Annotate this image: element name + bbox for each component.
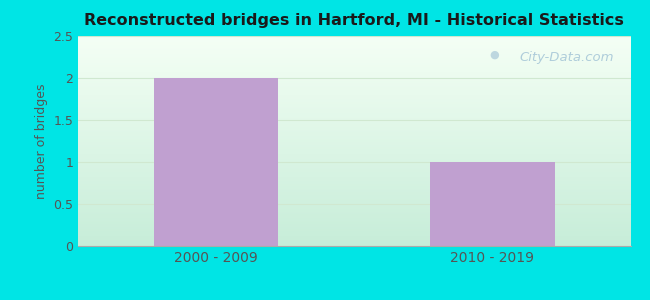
Text: City-Data.com: City-Data.com — [519, 51, 614, 64]
Y-axis label: number of bridges: number of bridges — [34, 83, 47, 199]
Bar — [154, 78, 278, 246]
Title: Reconstructed bridges in Hartford, MI - Historical Statistics: Reconstructed bridges in Hartford, MI - … — [84, 13, 624, 28]
Text: ●: ● — [489, 50, 499, 60]
Bar — [430, 162, 554, 246]
